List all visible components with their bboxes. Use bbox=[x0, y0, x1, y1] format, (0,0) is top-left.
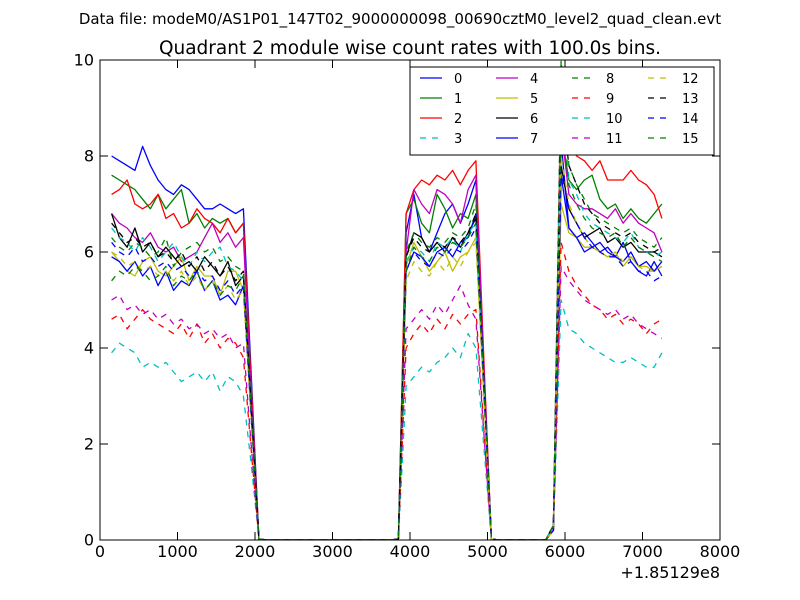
legend-label-14: 14 bbox=[682, 112, 699, 127]
y-tick-label: 0 bbox=[84, 531, 94, 550]
legend-label-11: 11 bbox=[606, 132, 623, 147]
series-line-10 bbox=[111, 78, 663, 540]
legend-label-7: 7 bbox=[530, 132, 538, 147]
x-tick-label: 0 bbox=[95, 542, 105, 561]
series-line-1 bbox=[111, 131, 663, 540]
series-line-5 bbox=[111, 203, 663, 540]
legend-box bbox=[409, 66, 715, 156]
y-tick-label: 8 bbox=[84, 147, 94, 166]
y-tick-label: 4 bbox=[84, 339, 94, 358]
x-axis-offset-label: +1.85129e8 bbox=[620, 563, 720, 582]
legend-label-5: 5 bbox=[530, 92, 538, 107]
legend-label-1: 1 bbox=[454, 92, 462, 107]
x-tick-label: 5000 bbox=[467, 542, 508, 561]
series-line-14 bbox=[111, 169, 663, 540]
legend-label-15: 15 bbox=[682, 132, 699, 147]
legend-label-8: 8 bbox=[606, 72, 614, 87]
series-line-11 bbox=[111, 265, 663, 540]
x-tick-label: 7000 bbox=[622, 542, 663, 561]
legend-label-9: 9 bbox=[606, 92, 614, 107]
chart-title: Quadrant 2 module wise count rates with … bbox=[159, 38, 661, 59]
y-tick-label: 6 bbox=[84, 243, 94, 262]
series-line-13 bbox=[111, 97, 663, 540]
x-tick-label: 4000 bbox=[390, 542, 431, 561]
series-line-7 bbox=[111, 174, 663, 540]
legend-label-6: 6 bbox=[530, 112, 538, 127]
series-line-6 bbox=[110, 164, 663, 540]
legend-label-12: 12 bbox=[682, 72, 699, 87]
plot-area bbox=[99, 59, 721, 541]
legend-label-3: 3 bbox=[454, 132, 462, 147]
chart-suptitle: Data file: modeM0/AS1P01_147T02_90000000… bbox=[79, 10, 721, 29]
series-line-12 bbox=[111, 155, 663, 540]
series-line-0 bbox=[111, 140, 663, 540]
y-tick-label: 2 bbox=[84, 435, 94, 454]
x-tick-label: 3000 bbox=[312, 542, 353, 561]
x-tick-label: 8000 bbox=[700, 542, 741, 561]
x-tick-label: 6000 bbox=[545, 542, 586, 561]
legend-label-0: 0 bbox=[454, 72, 462, 87]
legend-label-4: 4 bbox=[530, 72, 538, 87]
series-line-15 bbox=[111, 116, 663, 540]
series-line-4 bbox=[111, 126, 663, 540]
y-tick-label: 10 bbox=[74, 51, 94, 70]
x-tick-label: 2000 bbox=[235, 542, 276, 561]
x-tick-label: 1000 bbox=[157, 542, 198, 561]
series-line-9 bbox=[111, 241, 663, 540]
legend-label-10: 10 bbox=[606, 112, 623, 127]
series-line-3 bbox=[111, 299, 663, 540]
legend-label-2: 2 bbox=[454, 112, 462, 127]
legend-label-13: 13 bbox=[682, 92, 699, 107]
